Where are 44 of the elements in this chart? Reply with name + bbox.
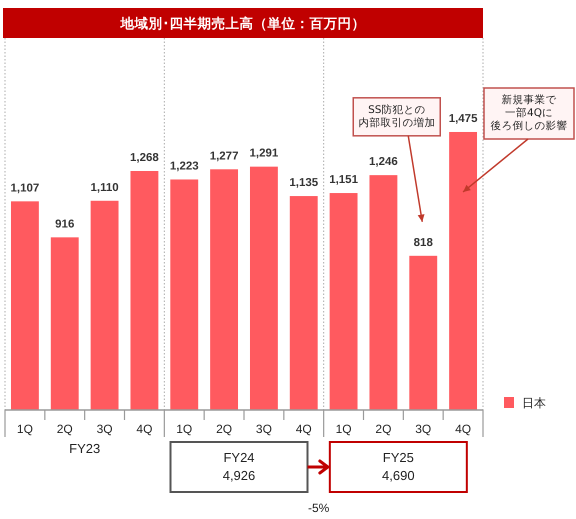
bar (130, 170, 158, 410)
bar (250, 166, 278, 410)
bar (90, 200, 119, 410)
text: FY25 4,690 (382, 450, 415, 483)
data-label: 1,277 (210, 150, 238, 162)
bar (210, 169, 238, 410)
x-tick-label: 1Q (336, 422, 352, 436)
bar (409, 256, 438, 410)
data-label: 1,135 (289, 177, 319, 190)
legend-label: 日本 (522, 396, 546, 410)
text: 新規事業で一部4Qに後ろ倒しの影響 (490, 93, 568, 132)
text: -5% (308, 501, 330, 515)
x-tick-label: 3Q (415, 422, 432, 436)
chart-title: 地域別･四半期売上高（単位：百万円） (120, 15, 366, 32)
bar (369, 175, 398, 410)
data-label: 1,107 (10, 182, 40, 194)
text: SS防犯との内部取引の増加 (358, 102, 436, 129)
data-label: 916 (55, 218, 74, 230)
data-label: 1,110 (90, 182, 119, 194)
x-tick-label: 3Q (96, 422, 113, 436)
text: FY24 4,926 (222, 450, 256, 483)
x-tick-label: 4Q (136, 422, 152, 436)
x-tick-label: 4Q (455, 422, 472, 436)
data-label: 818 (414, 236, 434, 249)
bar (170, 179, 198, 410)
x-tick-label: 4Q (296, 422, 312, 436)
x-tick-label: 1Q (16, 422, 33, 436)
text: FY23 (69, 441, 100, 456)
x-tick-label: 3Q (256, 422, 272, 436)
bar (10, 201, 39, 410)
bar (330, 193, 358, 410)
data-label: 1,475 (448, 112, 478, 125)
x-tick-label: 2Q (216, 422, 232, 436)
bar (50, 237, 79, 410)
bar (449, 132, 478, 410)
data-label: 1,151 (329, 174, 359, 186)
data-label: 1,268 (130, 152, 160, 164)
bar (290, 196, 318, 410)
x-tick-label: 2Q (56, 422, 73, 436)
data-label: 1,223 (170, 160, 199, 172)
x-tick-label: 2Q (375, 422, 392, 436)
data-label: 1,246 (369, 156, 398, 168)
x-tick-label: 1Q (176, 422, 192, 436)
data-label: 1,291 (250, 148, 279, 160)
